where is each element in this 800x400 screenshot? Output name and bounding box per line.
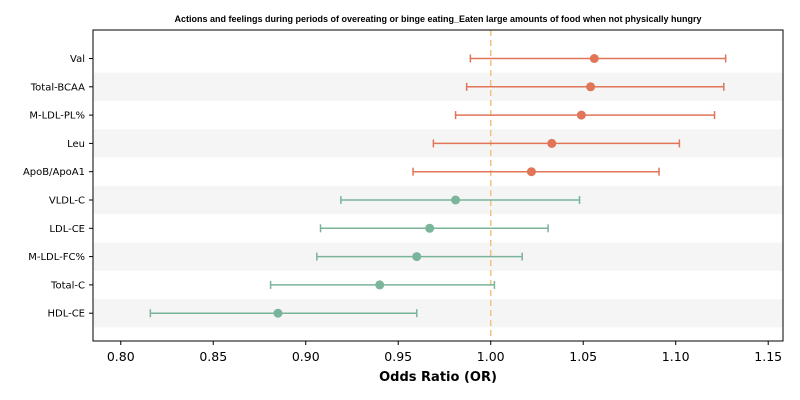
forest-row <box>469 54 727 63</box>
y-tick-label: M-LDL-FC% <box>28 252 85 263</box>
x-tick-label: 1.10 <box>662 349 690 364</box>
or-point <box>273 308 283 318</box>
x-tick-label: 1.05 <box>569 349 597 364</box>
y-tick-label: Val <box>70 54 85 65</box>
or-point <box>412 252 422 262</box>
y-tick-label: Total-BCAA <box>30 82 85 93</box>
x-tick-label: 1.15 <box>754 349 782 364</box>
rows-layer <box>149 54 727 318</box>
or-point <box>547 138 557 148</box>
x-tick-label: 1.00 <box>477 349 505 364</box>
x-tick-label: 0.95 <box>384 349 412 364</box>
forest-row <box>316 252 523 262</box>
y-axis: Val Total-BCAA M-LDL-PL% Leu ApoB/ApoA1 VLDL-… <box>23 54 93 320</box>
y-tick-label: M-LDL-PL% <box>29 111 85 122</box>
forest-row <box>412 167 660 177</box>
or-point <box>526 167 536 177</box>
or-point <box>375 280 385 290</box>
chart-title: Actions and feelings during periods of o… <box>174 14 701 24</box>
y-tick-label: VLDL-C <box>49 196 85 207</box>
or-point <box>425 223 435 233</box>
y-tick-label: Total-C <box>50 280 85 291</box>
or-point <box>576 110 586 120</box>
y-tick-label: Leu <box>67 139 85 150</box>
forest-row <box>319 223 549 233</box>
forest-row <box>340 195 581 205</box>
forest-row <box>465 82 725 92</box>
forest-row <box>432 138 681 148</box>
x-axis-label: Odds Ratio (OR) <box>379 370 497 385</box>
or-point <box>451 195 461 205</box>
forest-row <box>149 308 418 318</box>
or-point <box>589 54 599 63</box>
forest-row <box>454 110 716 120</box>
y-tick-label: HDL-CE <box>47 309 85 320</box>
or-point <box>586 82 596 92</box>
x-tick-label: 0.85 <box>199 349 227 364</box>
x-tick-label: 0.90 <box>292 349 320 364</box>
forest-row <box>269 280 496 290</box>
x-tick-label: 0.80 <box>107 349 135 364</box>
y-tick-label: ApoB/ApoA1 <box>23 167 85 178</box>
y-tick-label: LDL-CE <box>49 224 85 235</box>
plot-frame <box>92 29 784 342</box>
x-axis: 0.80 0.85 0.90 0.95 1.00 1.05 1.10 1.15 <box>107 341 782 364</box>
